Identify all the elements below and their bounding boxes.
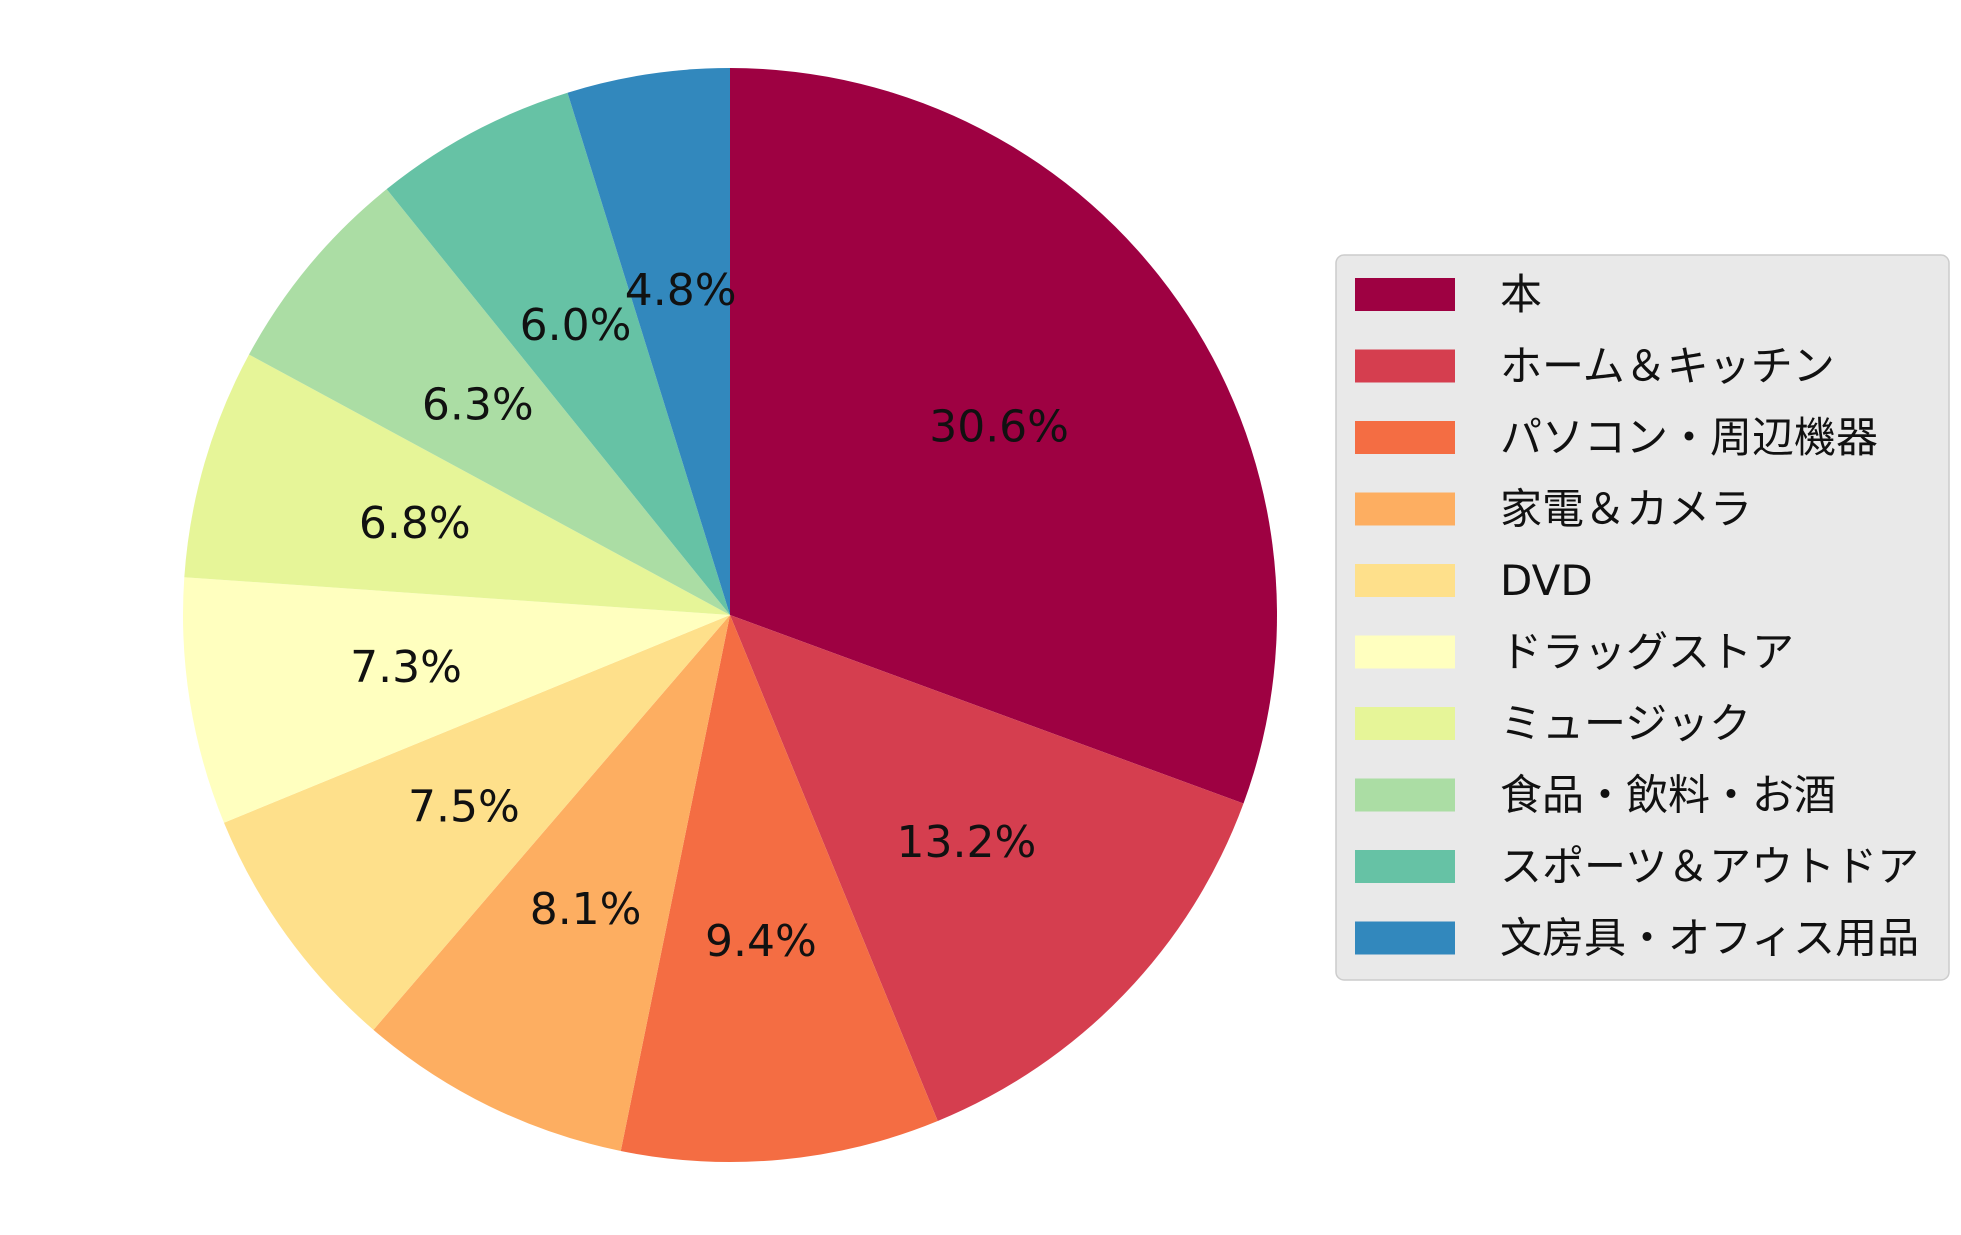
slice-percent-label: 7.3% — [350, 642, 462, 693]
legend-label: パソコン・周辺機器 — [1500, 413, 1878, 462]
legend-swatch — [1355, 921, 1455, 955]
legend-swatch — [1355, 778, 1455, 812]
pie-slice-7 — [249, 189, 730, 615]
slice-percent-label: 4.8% — [625, 265, 737, 316]
legend-label: DVD — [1500, 556, 1593, 605]
legend-label: 食品・飲料・お酒 — [1500, 771, 1836, 820]
slice-percent-label: 9.4% — [705, 916, 817, 967]
pie-slice-4 — [223, 615, 730, 1030]
legend-swatch — [1355, 564, 1455, 597]
legend-swatch — [1355, 349, 1455, 383]
legend-label: 文房具・オフィス用品 — [1500, 914, 1919, 963]
legend-swatch — [1355, 421, 1455, 454]
pie-slice-6 — [184, 354, 730, 615]
legend-label: スポーツ＆アウトドア — [1500, 842, 1919, 891]
legend-swatch — [1355, 635, 1455, 669]
legend-label: 本 — [1500, 270, 1542, 319]
slice-percent-label: 8.1% — [530, 884, 642, 935]
legend-label: ドラッグストア — [1500, 628, 1794, 677]
legend-swatch — [1355, 850, 1455, 883]
pie-slice-2 — [620, 615, 938, 1163]
pie-slice-5 — [183, 577, 730, 823]
slice-percent-label: 6.0% — [520, 300, 632, 351]
slice-percent-label: 7.5% — [408, 782, 520, 833]
legend-frame — [1335, 254, 1950, 981]
pie-slice-0 — [730, 68, 1277, 804]
slice-percent-label: 30.6% — [929, 402, 1069, 453]
legend-swatch — [1355, 707, 1455, 740]
slice-percent-label: 6.8% — [359, 498, 471, 549]
pie-slice-1 — [730, 615, 1244, 1122]
slice-percent-label: 6.3% — [422, 380, 534, 431]
pie-slice-9 — [567, 68, 730, 615]
legend-swatch — [1355, 278, 1455, 311]
slice-percent-label: 13.2% — [897, 817, 1037, 868]
pie-slice-3 — [373, 615, 730, 1151]
pie-slice-8 — [386, 92, 730, 616]
legend-swatch — [1355, 492, 1455, 526]
legend-label: ホーム＆キッチン — [1500, 342, 1835, 391]
legend-label: 家電＆カメラ — [1500, 485, 1752, 534]
percentage-labels: 30.6% 13.2% 9.4% 8.1%7.5% 7.3% 6.8% 6.3% 6.0%4.… — [350, 265, 1069, 967]
legend-label: ミュージック — [1500, 699, 1751, 748]
pie-slices — [183, 68, 1277, 1163]
